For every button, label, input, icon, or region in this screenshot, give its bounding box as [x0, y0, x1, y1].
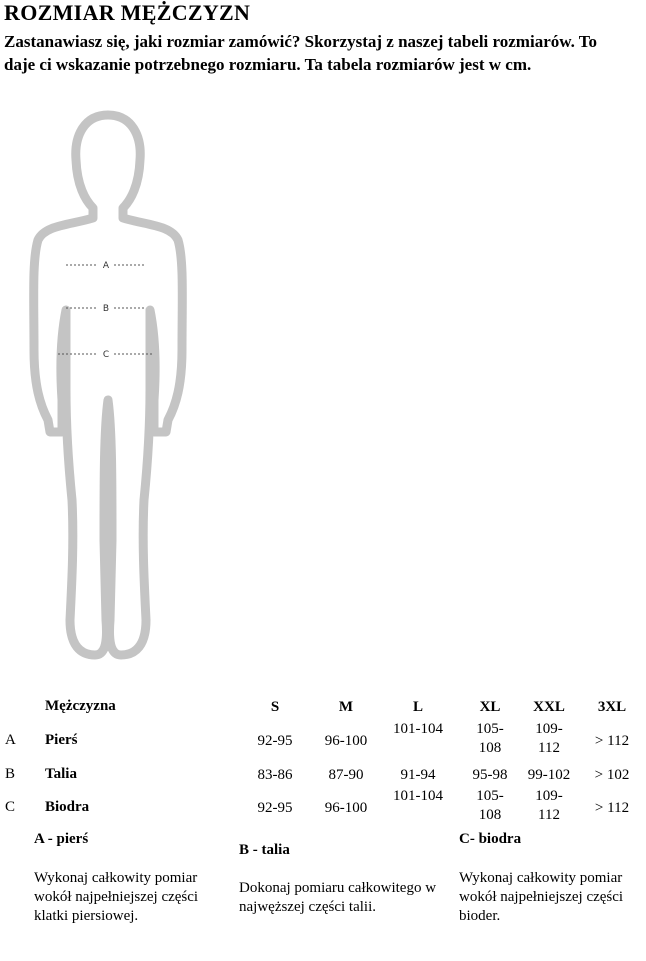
table-cell: 83-86 [257, 767, 293, 783]
description-text: Dokonaj pomiaru całkowitego w najwęższej… [239, 880, 437, 915]
table-cell: 95-98 [472, 767, 508, 783]
size-header-xxl: XXL [533, 699, 565, 715]
description-title: C- biodra [459, 831, 522, 847]
size-header-s: S [270, 699, 280, 715]
table-cell: 105-108 [476, 788, 504, 823]
size-header-m: M [338, 699, 354, 715]
description-b: B - talia Dokonaj pomiaru całkowitego w … [239, 841, 449, 917]
size-header-3xl: 3XL [597, 699, 627, 715]
row-letter: C [5, 799, 16, 815]
size-header-l: L [412, 699, 423, 715]
row-name: Biodra [45, 799, 90, 815]
description-text: Wykonaj całkowity pomiar wokół najpełnie… [459, 870, 624, 924]
table-cell: 92-95 [257, 800, 293, 816]
table-cell: 109-112 [535, 721, 563, 756]
description-c: C- biodra Wykonaj całkowity pomiar wokół… [459, 830, 646, 926]
row-letter: B [5, 766, 16, 782]
row-name: Pierś [45, 732, 78, 748]
body-outline [29, 110, 187, 660]
figure-label-a: A [103, 261, 110, 271]
body-silhouette: A B C [29, 110, 187, 660]
description-a: A - pierś Wykonaj całkowity pomiar wokół… [34, 830, 224, 926]
table-cell: 101-104 [393, 788, 443, 804]
table-cell: > 112 [594, 733, 630, 749]
table-cell: 101-104 [393, 721, 443, 737]
table-cell: 96-100 [324, 733, 368, 749]
table-cell: 91-94 [400, 767, 436, 783]
size-header-xl: XL [479, 699, 501, 715]
table-cell: > 102 [594, 767, 630, 783]
description-title: B - talia [239, 842, 290, 858]
table-cell: 87-90 [328, 767, 364, 783]
table-cell: 96-100 [324, 800, 368, 816]
description-text: Wykonaj całkowity pomiar wokół najpełnie… [34, 870, 199, 924]
row-letter: A [5, 732, 16, 748]
table-cell: 99-102 [527, 767, 571, 783]
table-cell: > 112 [594, 800, 630, 816]
description-title: A - pierś [34, 831, 89, 847]
page-title: ROZMIAR MĘŻCZYZN [4, 0, 251, 25]
table-header-label: Mężczyzna [45, 698, 116, 714]
intro-text: Zastanawiasz się, jaki rozmiar zamówić? … [4, 32, 598, 74]
figure-label-b: B [103, 304, 109, 314]
table-cell: 105-108 [476, 721, 504, 756]
table-cell: 92-95 [257, 733, 293, 749]
table-cell: 109-112 [535, 788, 563, 823]
row-name: Talia [45, 766, 77, 782]
size-table: Mężczyzna S M L XL XXL 3XL A Pierś 92-95 96-100 1… [0, 690, 646, 830]
figure-label-c: C [103, 350, 109, 360]
